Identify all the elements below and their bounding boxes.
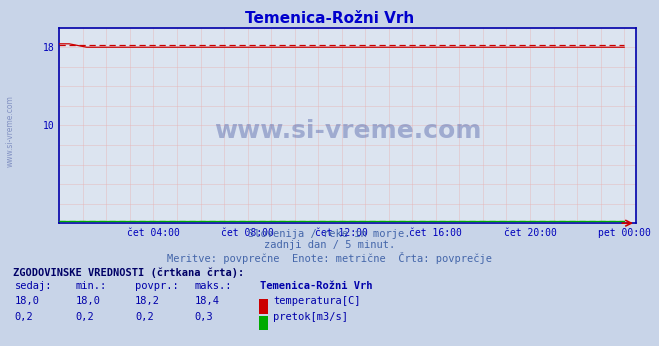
Text: Meritve: povprečne  Enote: metrične  Črta: povprečje: Meritve: povprečne Enote: metrične Črta:…: [167, 252, 492, 264]
Text: 18,2: 18,2: [135, 296, 160, 306]
Text: www.si-vreme.com: www.si-vreme.com: [214, 119, 481, 143]
Text: maks.:: maks.:: [194, 281, 232, 291]
Text: 0,2: 0,2: [14, 312, 33, 322]
Text: povpr.:: povpr.:: [135, 281, 179, 291]
Text: pretok[m3/s]: pretok[m3/s]: [273, 312, 349, 322]
Text: 0,2: 0,2: [135, 312, 154, 322]
Text: www.si-vreme.com: www.si-vreme.com: [5, 95, 14, 167]
Text: Temenica-Rožni Vrh: Temenica-Rožni Vrh: [260, 281, 373, 291]
Text: 18,0: 18,0: [76, 296, 101, 306]
Text: min.:: min.:: [76, 281, 107, 291]
Text: temperatura[C]: temperatura[C]: [273, 296, 361, 306]
Text: zadnji dan / 5 minut.: zadnji dan / 5 minut.: [264, 240, 395, 251]
Text: ZGODOVINSKE VREDNOSTI (črtkana črta):: ZGODOVINSKE VREDNOSTI (črtkana črta):: [13, 267, 244, 277]
Text: Temenica-Rožni Vrh: Temenica-Rožni Vrh: [245, 11, 414, 26]
Text: 18,0: 18,0: [14, 296, 40, 306]
Text: 18,4: 18,4: [194, 296, 219, 306]
Text: 0,3: 0,3: [194, 312, 213, 322]
Text: sedaj:: sedaj:: [14, 281, 52, 291]
Text: Slovenija / reke in morje.: Slovenija / reke in morje.: [248, 229, 411, 239]
Text: 0,2: 0,2: [76, 312, 94, 322]
